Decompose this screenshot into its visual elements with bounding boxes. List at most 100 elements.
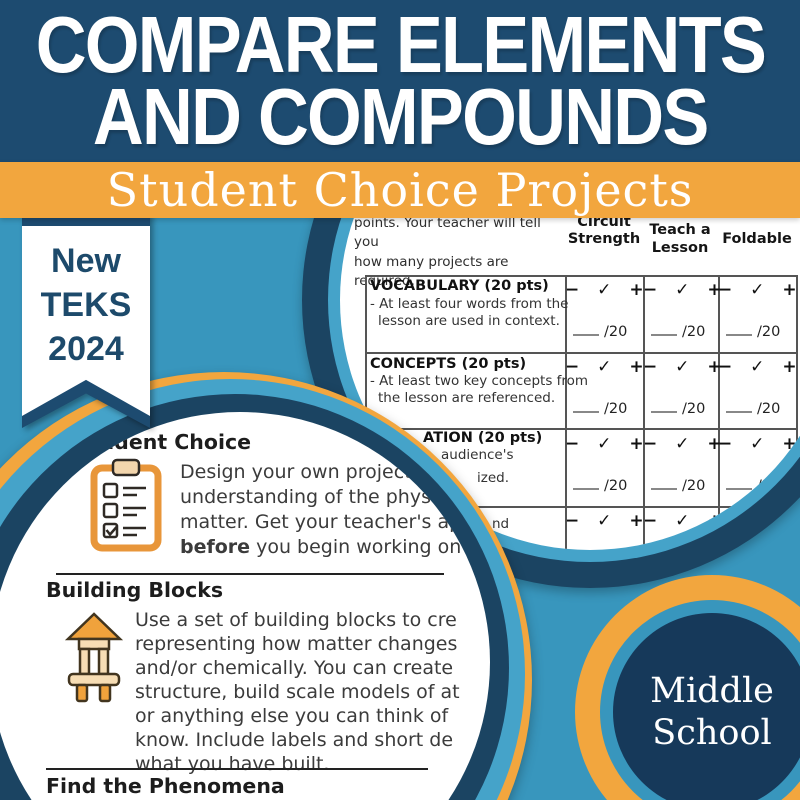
document-page: Student Choice Design your own project t… <box>0 412 490 800</box>
table-line <box>365 275 796 277</box>
grade-badge-text: Middle <box>650 671 774 711</box>
clipboard-checklist-icon <box>90 458 162 552</box>
score-marks: − ✓ + <box>718 511 799 531</box>
rubric-row-desc-fragment: nd <box>492 516 510 532</box>
score-blank: /20 <box>726 476 780 494</box>
score-blank: /20 <box>651 476 705 494</box>
rubric-intro-line: points. Your teacher will tell you <box>354 215 541 251</box>
doc-bold-word: before <box>180 536 251 558</box>
doc-text-line: matter. Get your teacher's app <box>180 511 474 533</box>
doc-text-line: and/or chemically. You can create <box>135 657 454 679</box>
rubric-intro-line: how many projects are required. <box>354 253 509 289</box>
score-marks: − ✓ + <box>565 357 646 377</box>
building-blocks-icon <box>64 612 124 703</box>
section-divider <box>56 573 444 575</box>
score-denominator: /20 <box>757 401 781 417</box>
doc-text-line: Use a set of building blocks to cre <box>135 609 457 631</box>
table-line <box>365 506 796 508</box>
table-line <box>643 275 645 550</box>
table-line <box>565 275 567 550</box>
rubric-row-desc: - At least four words from the <box>370 296 569 312</box>
score-denominator: /20 <box>682 478 706 494</box>
score-blank: /20 <box>651 399 705 417</box>
table-line <box>365 352 796 354</box>
score-blank-line <box>726 476 752 490</box>
doc-text-line: know. Include labels and short de <box>135 729 454 751</box>
rubric-row-title: CONCEPTS (20 pts) <box>370 356 527 372</box>
rubric-row-desc: the lesson are referenced. <box>378 390 556 406</box>
table-line <box>718 275 720 550</box>
grade-badge: Middle School <box>613 613 800 800</box>
rubric-row-desc: lesson are used in context. <box>378 313 560 329</box>
score-denominator: /20 <box>682 401 706 417</box>
subtitle-banner: Student Choice Projects <box>0 162 800 218</box>
score-marks: − ✓ + <box>643 434 724 454</box>
title-banner: COMPARE ELEMENTS AND COMPOUNDS <box>0 0 800 162</box>
score-denominator: /20 <box>682 324 706 340</box>
doc-text-line: before you begin working on it <box>180 535 480 560</box>
column-header-text: Lesson <box>651 239 709 256</box>
rubric-row-desc: - At least two key concepts from <box>370 373 589 389</box>
title-line-1: COMPARE ELEMENTS <box>35 0 766 89</box>
rubric-row-title-fragment: ATION (20 pts) <box>423 430 543 446</box>
score-blank-line <box>651 399 677 413</box>
score-denominator: /20 <box>757 478 781 494</box>
document-preview-circle: Student Choice Design your own project t… <box>0 412 490 800</box>
doc-text-line: representing how matter changes <box>135 633 458 655</box>
score-blank: /20 <box>573 399 627 417</box>
score-marks: − ✓ + <box>718 357 799 377</box>
rubric-row-desc-fragment: ized. <box>477 470 510 486</box>
rubric-column-header-2: Teach a Lesson <box>640 222 720 257</box>
score-blank: /20 <box>726 399 780 417</box>
score-blank: /20 <box>651 322 705 340</box>
score-denominator: /20 <box>604 324 628 340</box>
score-marks: − ✓ + <box>565 511 646 531</box>
new-teks-ribbon: New TEKS 2024 <box>22 212 150 436</box>
section-divider <box>46 768 428 770</box>
subtitle-text: Student Choice Projects <box>106 163 694 217</box>
ribbon-text: New <box>51 242 121 280</box>
score-blank-line <box>573 322 599 336</box>
rubric-column-header-3: Foldable <box>718 231 796 249</box>
doc-section-heading: Building Blocks <box>46 578 224 602</box>
ribbon-text: TEKS <box>40 286 132 324</box>
doc-section-heading: Find the Phenomena <box>46 774 285 798</box>
grade-badge-text: School <box>652 713 772 753</box>
score-blank-line <box>651 476 677 490</box>
score-blank: /20 <box>726 322 780 340</box>
score-marks: − ✓ + <box>718 434 799 454</box>
rubric-row-desc-fragment: audience's <box>441 447 514 463</box>
rubric-page: each project is worth 100 points. Your t… <box>340 50 800 550</box>
title-line-2: AND COMPOUNDS <box>92 72 709 161</box>
doc-section-heading: Student Choice <box>75 430 252 454</box>
score-blank-line <box>651 322 677 336</box>
ribbon-text: 2024 <box>48 330 124 368</box>
score-blank-line <box>573 399 599 413</box>
score-marks: − ✓ + <box>643 357 724 377</box>
doc-text-rest: you begin working on it <box>250 536 481 558</box>
score-denominator: /20 <box>757 324 781 340</box>
doc-text-line: understanding of the physic <box>180 486 447 508</box>
column-header-text: Strength <box>567 231 641 247</box>
score-marks: − ✓ + <box>643 511 724 531</box>
score-marks: − ✓ + <box>565 434 646 454</box>
column-header-text: Foldable <box>722 231 792 247</box>
score-denominator: /20 <box>604 401 628 417</box>
rubric-row-title: VOCABULARY (20 pts) <box>370 278 549 294</box>
score-blank-line <box>573 476 599 490</box>
score-denominator: /20 <box>604 478 628 494</box>
score-marks: − ✓ + <box>718 280 799 300</box>
score-blank: /20 <box>573 476 627 494</box>
score-blank-line <box>726 322 752 336</box>
doc-text-line: structure, build scale models of at <box>135 681 460 703</box>
score-blank: /20 <box>573 322 627 340</box>
table-line <box>365 428 796 430</box>
score-blank-line <box>726 399 752 413</box>
column-header-text: Teach a <box>649 222 711 238</box>
table-line <box>796 275 798 550</box>
doc-text-line: or anything else you can think of <box>135 705 449 727</box>
score-marks: − ✓ + <box>565 280 646 300</box>
doc-text-line: Design your own project t <box>180 461 426 483</box>
score-marks: − ✓ + <box>643 280 724 300</box>
